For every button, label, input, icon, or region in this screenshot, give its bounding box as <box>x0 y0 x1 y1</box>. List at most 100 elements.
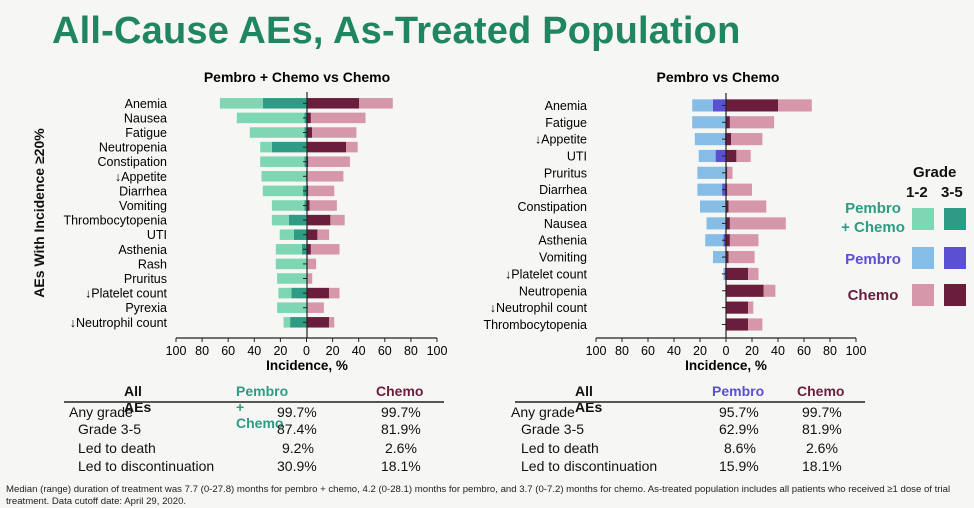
chart1-xtick-label-5: 0 <box>303 344 310 358</box>
chart1-category-label-13: ↓Platelet count <box>85 287 168 301</box>
chart2-x-axis-label: Incidence, % <box>685 358 767 373</box>
legend-swatch-chemo-12 <box>912 284 934 306</box>
table1-row1-label: Any grade <box>69 404 133 420</box>
chart1-bar-left-g35-9 <box>294 229 307 240</box>
table2-row3-label: Led to death <box>521 440 599 456</box>
chart1-category-label-4: Constipation <box>98 155 168 169</box>
legend-name-pembro-chemo: Pembro + Chemo <box>830 199 916 237</box>
chart1-bar-right-g12-11 <box>307 258 317 270</box>
table2-row1-label: Any grade <box>511 404 575 420</box>
chart2-title: Pembro vs Chemo <box>657 69 780 85</box>
chart1-category-label-12: Pruritus <box>124 272 167 286</box>
chart1-xtick-label-1: 80 <box>195 344 209 358</box>
chart1-x-axis-label: Incidence, % <box>266 358 348 373</box>
chart1-bar-right-g12-7 <box>309 200 337 211</box>
chart2-bar-right-g12-4 <box>727 166 733 179</box>
table1-rule <box>64 401 444 403</box>
chart2-bar-right-g35-9 <box>726 251 729 264</box>
chart1-bar-left-g12-0 <box>219 98 263 109</box>
table1-row3-b: 2.6% <box>385 440 417 456</box>
chart1-bar-left-g12-9 <box>279 229 294 240</box>
chart1-bar-right-g35-9 <box>307 229 318 240</box>
chart1-bar-left-g12-14 <box>277 302 307 313</box>
page-title: All-Cause AEs, As-Treated Population <box>52 10 741 52</box>
chart2-bar-left-g12-1 <box>692 116 726 129</box>
chart2-xtick-label-9: 80 <box>823 344 837 358</box>
chart1-bar-right-g12-10 <box>310 244 340 255</box>
chart1-xtick-label-0: 100 <box>166 344 187 358</box>
chart1-bar-left-g12-6 <box>262 185 304 197</box>
chart2-category-label-3: UTI <box>567 149 587 163</box>
chart1-bar-left-g12-3 <box>260 141 272 153</box>
chart1-bar-left-g12-10 <box>275 244 302 255</box>
chart2-xtick-label-3: 40 <box>667 344 681 358</box>
legend-name-chemo: Chemo <box>847 287 899 304</box>
legend-swatch-chemo-35 <box>944 284 966 306</box>
chart1-category-label-6: Diarrhea <box>119 184 167 198</box>
chart1-bar-right-g35-1 <box>307 112 311 124</box>
chart1-bar-left-g12-8 <box>271 214 289 226</box>
chart1-bar-right-g12-3 <box>346 141 358 153</box>
chart2-bar-right-g12-12 <box>748 301 754 314</box>
chart2-xtick-label-8: 60 <box>797 344 811 358</box>
chart1-xtick-label-8: 60 <box>378 344 392 358</box>
legend-col-1-2: 1-2 <box>906 184 928 201</box>
table2-row1-a: 95.7% <box>719 404 759 420</box>
chart1-bar-right-g12-0 <box>359 98 393 109</box>
chart1-bar-right-g35-10 <box>307 244 311 255</box>
chart2-bar-left-g12-9 <box>713 251 726 264</box>
chart1-bar-left-g12-12 <box>277 273 307 284</box>
chart2-bar-right-g35-6 <box>726 200 729 213</box>
chart2-xtick-label-5: 0 <box>723 344 730 358</box>
table2-row2-a: 62.9% <box>719 421 759 437</box>
table2-row4-label: Led to discontinuation <box>521 458 658 474</box>
table1-row3-a: 9.2% <box>282 440 314 456</box>
chart2-bar-right-g12-2 <box>731 133 763 146</box>
chart2-bar-left-g12-0 <box>692 99 713 112</box>
chart1-bar-right-g35-8 <box>307 214 331 226</box>
chart1-bar-right-g35-15 <box>307 317 330 328</box>
chart2-bar-right-g12-7 <box>729 217 786 230</box>
chart1-bar-right-g12-6 <box>308 185 335 197</box>
chart2-category-label-4: Pruritus <box>544 166 587 180</box>
chart1-bar-right-g35-6 <box>307 185 309 197</box>
chart1-category-label-15: ↓Neutrophil count <box>70 316 168 330</box>
chart1-bar-left-g12-15 <box>283 317 291 328</box>
chart1-bar-left-g35-13 <box>291 287 307 299</box>
chart2-bar-left-g35-3 <box>715 149 726 163</box>
table2-row1-b: 99.7% <box>802 404 842 420</box>
chart2-category-label-2: ↓Appetite <box>535 133 587 147</box>
chart1-xtick-label-3: 40 <box>247 344 261 358</box>
chart2-bar-right-g35-11 <box>726 284 764 297</box>
chart1-bar-left-g12-5 <box>261 171 306 182</box>
chart2-bar-right-g12-5 <box>727 183 752 196</box>
table2-header-all-aes: All AEs <box>575 383 603 415</box>
chart2-bar-right-g35-4 <box>726 166 728 179</box>
chart1-bar-right-g35-0 <box>307 98 359 109</box>
chart2-category-label-0: Anemia <box>545 99 587 113</box>
chart1-category-label-2: Fatigue <box>125 126 167 140</box>
table1-header-pembro-chemo: Pembro + Chemo <box>236 383 289 431</box>
chart2-bar-left-g12-8 <box>705 234 724 247</box>
chart1-bar-right-g12-13 <box>329 287 340 299</box>
chart2-xtick-label-7: 40 <box>771 344 785 358</box>
chart2-bar-right-g12-9 <box>728 251 755 264</box>
chart2-bar-left-g12-7 <box>706 217 726 230</box>
chart1-bar-right-g35-4 <box>307 156 309 167</box>
chart1-xtick-label-4: 20 <box>273 344 287 358</box>
chart1-xtick-label-10: 100 <box>427 344 448 358</box>
chart1-category-label-11: Rash <box>138 257 167 271</box>
chart2-bar-right-g35-3 <box>726 149 737 163</box>
chart1-bar-right-g12-4 <box>308 156 350 167</box>
chart1-bar-left-g35-0 <box>262 98 307 109</box>
chart2-category-label-7: Nausea <box>544 217 587 231</box>
table1-row1-b: 99.7% <box>381 404 421 420</box>
chart1-bar-right-g12-14 <box>307 302 324 313</box>
chart1-bar-left-g12-4 <box>260 156 305 167</box>
chart1-bar-left-g35-15 <box>290 317 307 328</box>
chart2-bar-right-g35-5 <box>726 183 728 196</box>
legend-swatch-pembro-chemo-35 <box>944 208 966 230</box>
chart2-bar-right-g12-10 <box>748 267 759 280</box>
chart2-category-label-10: ↓Platelet count <box>505 267 588 281</box>
